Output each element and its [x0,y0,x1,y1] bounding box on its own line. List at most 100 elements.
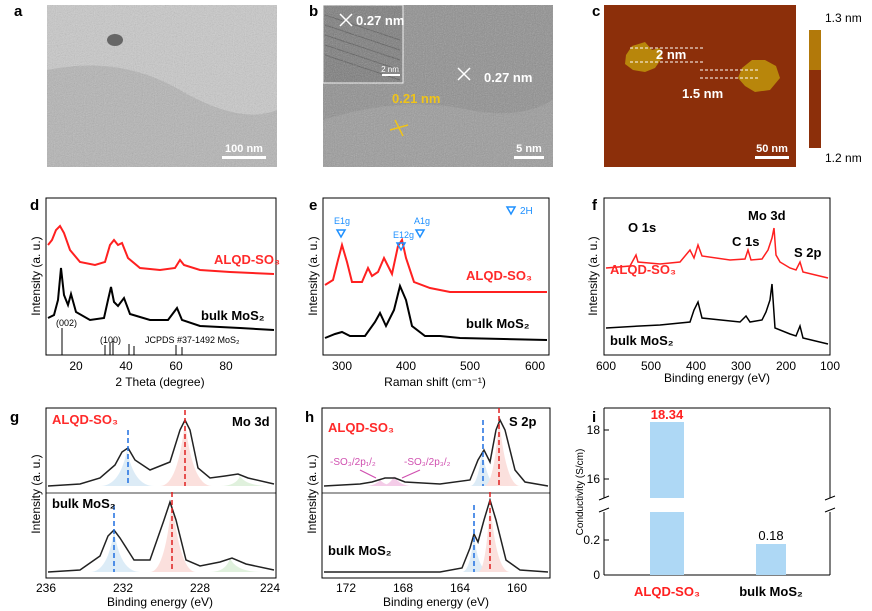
xtick-bulk: bulk MoS₂ [739,584,803,599]
xrd-line-alqd [47,224,275,275]
plot-frame-i [598,407,836,576]
ylabel-e: Intensity (a. u.) [306,236,320,315]
panel-c-label: c [592,3,600,20]
xlabel-d: 2 Theta (degree) [115,375,204,389]
plot-frame-e [322,197,550,356]
xtick-alqd: ALQD-SO₃ [634,584,700,599]
d-spacing-1: 0.27 nm [356,13,404,28]
panel-f-label: f [592,197,598,214]
legend-bulk-d: bulk MoS₂ [201,308,265,323]
bar-alqd-lower [650,512,684,575]
tick-h-1: 168 [393,581,413,595]
panel-e-label: e [309,197,317,214]
legend-2h: 2H [520,206,533,217]
tick-g-1: 232 [113,581,133,595]
tick-f-1: 500 [641,359,661,373]
legend-alqd-f: ALQD-SO₃ [610,262,676,277]
legend-alqd-g: ALQD-SO₃ [52,412,118,427]
tick-g-2: 228 [190,581,210,595]
jcpds-reference-lines [61,328,183,355]
mo3d-fit-alqd [100,420,270,486]
legend-alqd-d: ALQD-SO₃ [214,252,280,267]
scale-bar-b: 5 nm [516,143,542,155]
tick-d-0: 20 [69,359,83,373]
title-g: Mo 3d [232,414,270,429]
raman-peak-e1g: E1g [334,216,350,226]
inset-scale-b: 2 nm [381,65,399,74]
xlabel-g: Binding energy (eV) [107,595,213,609]
tick-f-3: 300 [731,359,751,373]
ylabel-d: Intensity (a. u.) [29,236,43,315]
tick-d-3: 80 [219,359,233,373]
bar-alqd-upper [650,422,684,498]
tick-e-0: 300 [332,359,352,373]
s2p-fit-alqd [365,418,520,486]
tick-e-2: 500 [460,359,480,373]
tick-d-2: 60 [169,359,183,373]
xlabel-h: Binding energy (eV) [383,595,489,609]
ylabel-f: Intensity (a. u.) [586,236,600,315]
d-spacing-2: 0.27 nm [484,70,532,85]
d-spacing-3: 0.21 nm [392,91,440,106]
tick-i-1: 16 [587,472,601,486]
xps-c1s: C 1s [732,234,759,249]
mo3d-fit-bulk [90,500,262,572]
tick-g-3: 224 [260,581,280,595]
bar-alqd-value: 18.34 [651,407,684,422]
raman-line-alqd [324,237,547,293]
s2p-line-bulk [324,497,549,573]
legend-alqd-e: ALQD-SO₃ [466,268,532,283]
tick-h-3: 160 [507,581,527,595]
bar-bulk-value: 0.18 [758,528,783,543]
hrtem-image-b [322,4,553,167]
panel-h-label: h [305,409,314,426]
tick-g-0: 236 [36,581,56,595]
xrd-peak-002: (002) [56,318,77,328]
legend-bulk-e: bulk MoS₂ [466,316,530,331]
s2p-ann-2: -SO₃/2p₃/₂ [404,457,451,468]
xps-s2p: S 2p [794,245,822,260]
xrd-reference: JCPDS #37-1492 MoS₂ [145,335,240,345]
xps-o1s: O 1s [628,220,656,235]
title-h: S 2p [509,414,537,429]
tick-f-0: 600 [596,359,616,373]
tick-h-2: 164 [450,581,470,595]
scale-bar-c: 50 nm [756,143,788,155]
legend-bulk-g: bulk MoS₂ [52,496,116,511]
scale-bar-a: 100 nm [225,143,263,155]
mo3d-line-bulk [47,499,275,573]
raman-peak-a1g: A1g [414,216,430,226]
s2p-fit-bulk [462,500,510,572]
panel-b-label: b [309,3,318,20]
legend-alqd-h: ALQD-SO₃ [328,420,394,435]
panel-i-label: i [592,409,596,426]
s2p-ann-1: -SO₃/2p₁/₂ [330,457,376,468]
tick-d-1: 40 [119,359,133,373]
raman-peak-e2g: E12g [393,230,414,240]
mo3d-line-alqd [47,418,275,487]
xps-mo3d: Mo 3d [748,208,786,223]
2h-phase-markers [335,206,517,252]
tick-i-3: 0 [593,568,600,582]
afm-image-c [604,5,796,167]
ylabel-h: Intensity (a. u.) [305,454,319,533]
afm-height-2: 1.5 nm [682,86,723,101]
tick-i-2: 0.2 [583,533,600,547]
ylabel-g: Intensity (a. u.) [29,454,43,533]
xps-survey-alqd [605,227,829,279]
bar-bulk [756,544,786,575]
tick-f-2: 400 [686,359,706,373]
tick-e-3: 600 [525,359,545,373]
panel-a-label: a [14,3,23,20]
panel-d-label: d [30,197,39,214]
tick-h-0: 172 [336,581,356,595]
panel-g-label: g [10,409,19,426]
s2p-line-alqd [323,418,549,487]
xlabel-e: Raman shift (cm⁻¹) [384,375,486,389]
tick-i-0: 18 [587,423,601,437]
ylabel-i: Conductivity (S/cm) [575,449,586,536]
tick-f-4: 200 [776,359,796,373]
tick-e-1: 400 [396,359,416,373]
xrd-line-bulk [47,267,275,331]
